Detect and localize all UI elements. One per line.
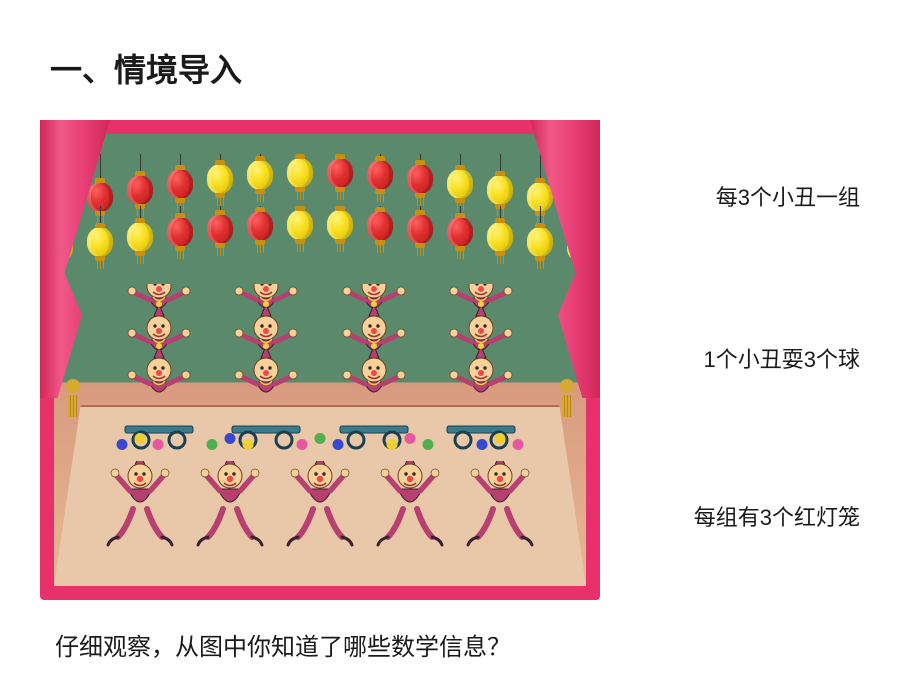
yellow-lantern	[327, 206, 353, 274]
ball	[207, 439, 218, 450]
page-title: 一、情境导入	[50, 45, 242, 91]
clown-stack	[117, 284, 201, 459]
juggler	[461, 461, 539, 558]
red-lantern	[407, 206, 433, 274]
jugglers-row	[54, 461, 586, 558]
side-note-2: 1个小丑耍3个球	[704, 342, 860, 374]
curtain-tassel-right	[560, 379, 574, 419]
ball	[135, 433, 146, 444]
stage-illustration	[40, 120, 600, 600]
juggler	[101, 461, 179, 558]
ball	[423, 439, 434, 450]
ball	[387, 439, 398, 450]
juggle-balls	[387, 439, 434, 450]
ball	[477, 439, 488, 450]
juggler	[281, 461, 359, 558]
juggler	[371, 461, 449, 558]
yellow-lantern	[87, 206, 113, 274]
red-lantern	[447, 206, 473, 274]
red-lantern	[247, 206, 273, 274]
ball	[495, 433, 506, 444]
red-lantern	[367, 206, 393, 274]
ball	[153, 439, 164, 450]
lantern-row-lower	[109, 206, 531, 274]
question-text: 仔细观察，从图中你知道了哪些数学信息？	[55, 627, 511, 662]
juggle-balls	[207, 439, 254, 450]
ball	[225, 433, 236, 444]
juggler	[191, 461, 269, 558]
ball	[513, 439, 524, 450]
red-lantern	[167, 206, 193, 274]
ball	[315, 433, 326, 444]
clown-stack	[332, 284, 416, 459]
red-lantern	[207, 206, 233, 274]
clown-stack	[224, 284, 308, 459]
juggle-balls	[297, 439, 344, 450]
stage-backdrop	[54, 134, 586, 586]
side-note-1: 每3个小丑一组	[716, 180, 860, 212]
ball	[243, 439, 254, 450]
ball	[333, 439, 344, 450]
ball	[117, 439, 128, 450]
juggle-balls	[117, 439, 164, 450]
ball	[297, 439, 308, 450]
ball	[405, 433, 416, 444]
curtain-tassel-left	[66, 379, 80, 419]
yellow-lantern	[287, 206, 313, 274]
lanterns-zone	[109, 154, 531, 284]
clown-stack	[439, 284, 523, 459]
side-note-3: 每组有3个红灯笼	[694, 500, 860, 532]
yellow-lantern	[127, 206, 153, 274]
yellow-lantern	[487, 206, 513, 274]
yellow-lantern	[527, 206, 553, 274]
juggle-balls	[477, 439, 524, 450]
